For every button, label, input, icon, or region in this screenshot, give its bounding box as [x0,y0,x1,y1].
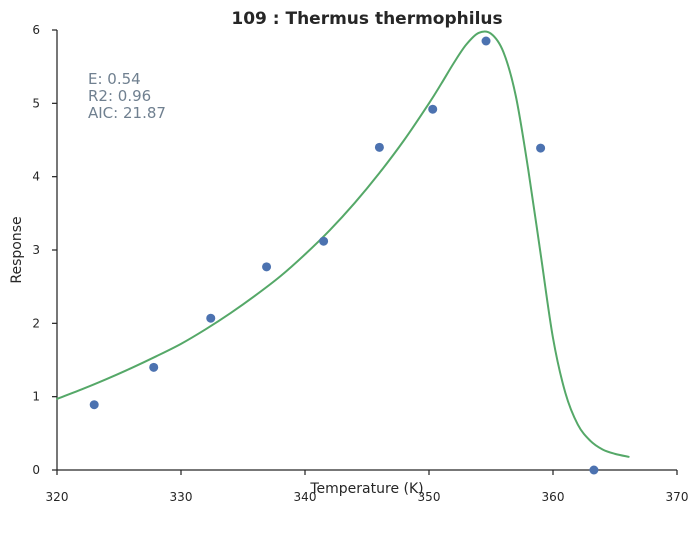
x-tick-label: 330 [170,490,193,504]
chart-title: 109 : Thermus thermophilus [231,9,502,29]
data-point [206,313,216,323]
y-tick-label: 3 [32,243,40,257]
y-tick-label: 2 [32,316,40,330]
annotation-r2: R2: 0.96 [88,87,151,105]
x-tick-label: 340 [294,490,317,504]
data-point [536,143,546,153]
x-tick-label: 320 [46,490,69,504]
annotation-aic: AIC: 21.87 [88,104,166,122]
x-axis-label: Temperature (K) [309,481,423,497]
annotation-e: E: 0.54 [88,70,141,88]
y-axis-label: Response [9,216,25,283]
data-point [481,36,491,46]
fit-curve-layer [56,30,630,458]
y-ticks: 0 1 2 3 4 5 6 [32,23,57,477]
y-tick-label: 5 [32,96,40,110]
data-point [89,400,99,410]
x-tick-label: 360 [542,490,565,504]
x-ticks: 320 330 340 350 360 370 [46,470,689,504]
data-point [262,262,272,272]
fit-statistics: E: 0.54 R2: 0.96 AIC: 21.87 [88,70,166,122]
data-point [374,142,384,152]
data-point [319,236,329,246]
x-tick-label: 350 [418,490,441,504]
fit-curve-line [56,30,630,458]
data-point [428,104,438,114]
y-tick-label: 0 [32,463,40,477]
x-tick-label: 370 [666,490,689,504]
y-tick-label: 1 [32,390,40,404]
y-tick-label: 6 [32,23,40,37]
data-point [589,465,599,475]
y-tick-label: 4 [32,170,40,184]
data-points-layer [89,36,599,475]
data-point [149,362,159,372]
